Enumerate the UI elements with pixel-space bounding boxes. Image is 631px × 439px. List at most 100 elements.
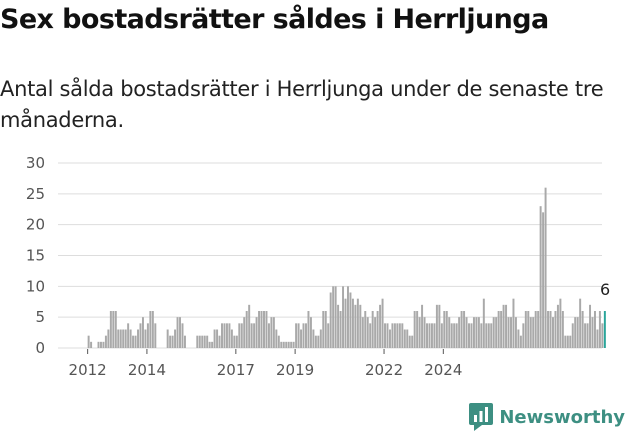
y-tick-label: 20 [26,216,45,234]
newsworthy-logo-icon [469,403,494,431]
last-value-label: 6 [600,280,610,299]
bar [514,317,517,348]
bar [213,329,216,348]
y-tick-label: 0 [35,339,45,357]
x-axis-ticks: 2012 2014 2017 2019 2022 2024 [69,349,462,379]
y-tick-label: 10 [26,277,45,295]
x-tick-label: 2012 [69,361,107,379]
bar [539,206,542,348]
y-tick-label: 5 [35,308,45,326]
bar [260,311,263,348]
bar [166,329,169,348]
bar [109,311,112,348]
bar [401,323,404,348]
bar [154,323,157,348]
bar [225,323,228,348]
bar [179,317,181,348]
bar [403,329,406,348]
bar [416,311,419,348]
bar [581,311,584,348]
bar [369,323,372,348]
bar [371,311,374,348]
bar [571,323,574,348]
bar [198,335,201,348]
bar [327,323,330,348]
bar [208,341,211,348]
bar [169,335,172,348]
bar [149,311,152,348]
bar [453,323,456,348]
bar [280,341,283,348]
bar [248,304,251,348]
bar [529,317,532,348]
brand-logo: Newsworthy [469,403,625,431]
bar [566,335,569,348]
bar [448,317,451,348]
bar [574,317,577,348]
y-tick-label: 25 [26,185,45,203]
bar [500,311,503,348]
bar [482,298,485,348]
bar [287,341,290,348]
bar [245,311,248,348]
bar [211,341,214,348]
bar [275,329,278,348]
bar [596,329,599,348]
bar [576,317,579,348]
bar [240,323,243,348]
bar [519,335,522,348]
bar [134,335,137,348]
bar [228,323,231,348]
highlight-bar [603,311,606,348]
bar [591,317,594,348]
bar [458,317,461,348]
bar [398,323,401,348]
bar [559,298,562,348]
chart-subtitle: Antal sålda bostadsrätter i Herrljunga u… [0,77,604,132]
bar [393,323,396,348]
brand-name: Newsworthy [499,406,625,428]
x-tick-label: 2022 [365,361,403,379]
bar [465,317,468,348]
bar [171,335,174,348]
bar [265,311,268,348]
chart-title: Sex bostadsrätter såldes i Herrljunga [0,4,549,35]
bar [277,335,280,348]
bar [319,329,322,348]
bar [507,317,510,348]
bar [421,304,424,348]
bar [322,311,325,348]
data-labels: 6 [600,280,610,299]
bar [490,323,493,348]
bar [480,323,483,348]
bar [413,311,416,348]
bar [584,323,587,348]
bar [366,317,369,348]
bar [396,323,399,348]
bar [379,304,382,348]
bar [443,311,446,348]
bar [593,311,596,348]
bar [463,311,466,348]
bar [468,323,470,348]
bar [344,298,347,348]
bar [505,304,508,348]
bar [364,311,367,348]
bar [332,286,335,348]
bar [547,311,550,348]
bar [317,335,320,348]
bar [307,311,310,348]
bar [267,323,270,348]
bar [339,311,342,348]
bar [544,187,547,348]
bar [250,323,253,348]
bar [151,311,154,348]
bar [485,323,488,348]
bar [502,304,505,348]
bar [411,335,414,348]
bar [99,341,102,348]
bar [492,317,495,348]
bar [255,317,258,348]
bar [569,335,572,348]
bar [114,311,117,348]
